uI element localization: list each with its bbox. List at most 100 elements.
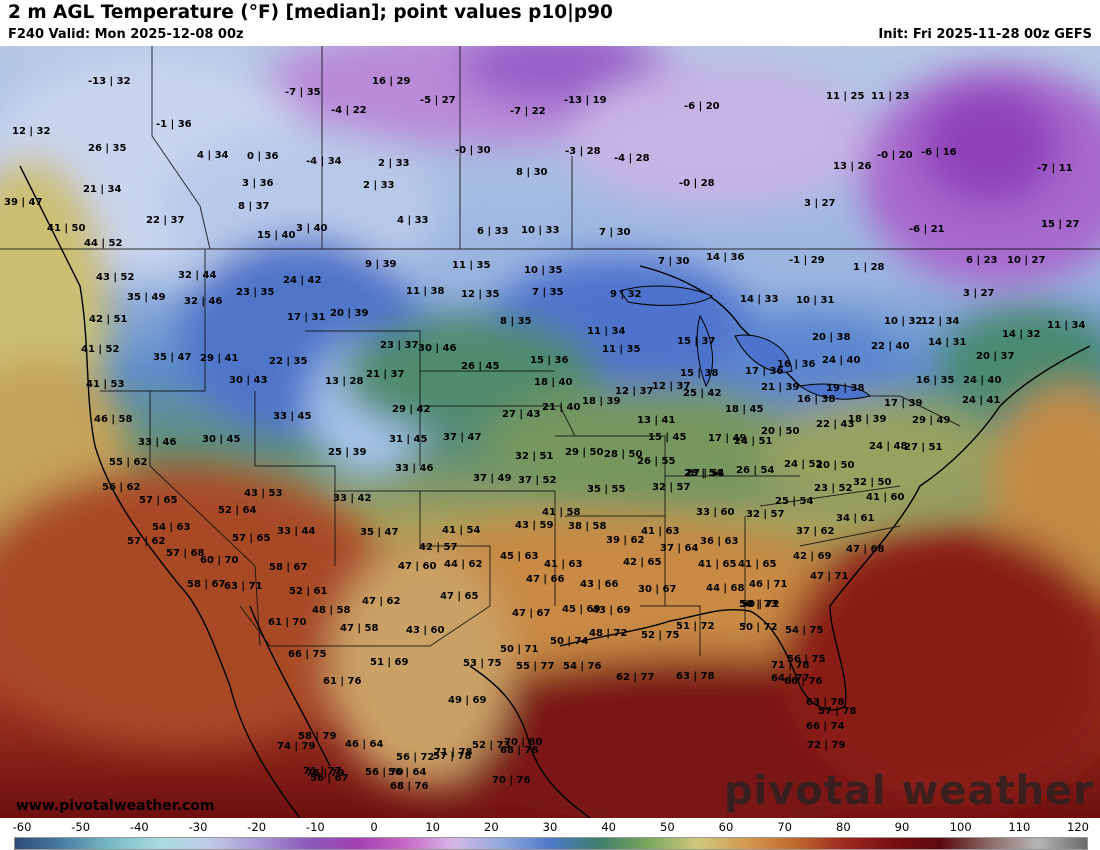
point-value-label: 44 | 52 xyxy=(84,238,123,249)
point-value-label: 41 | 52 xyxy=(81,344,120,355)
point-value-label: 16 | 35 xyxy=(916,375,955,386)
point-value-label: 22 | 40 xyxy=(871,341,910,352)
point-value-label: 54 | 76 xyxy=(563,661,602,672)
colorbar-ramp xyxy=(14,837,1088,850)
point-value-label: 15 | 38 xyxy=(680,368,719,379)
header: 2 m AGL Temperature (°F) [median]; point… xyxy=(0,0,1100,46)
point-value-label: 25 | 42 xyxy=(683,388,722,399)
point-value-label: 71 | 78 xyxy=(771,660,810,671)
point-value-label: 22 | 43 xyxy=(816,419,855,430)
point-value-label: -4 | 34 xyxy=(306,156,342,167)
point-value-label: 20 | 37 xyxy=(976,351,1015,362)
point-value-label: 37 | 64 xyxy=(660,543,699,554)
point-value-label: -6 | 21 xyxy=(909,224,945,235)
point-value-label: 23 | 37 xyxy=(380,340,419,351)
point-value-label: 22 | 37 xyxy=(146,215,185,226)
point-value-label: 23 | 35 xyxy=(236,287,275,298)
point-value-label: -3 | 28 xyxy=(565,146,601,157)
point-value-label: -5 | 27 xyxy=(420,95,456,106)
point-value-label: 39 | 62 xyxy=(606,535,645,546)
point-value-label: -4 | 28 xyxy=(614,153,650,164)
point-value-label: 41 | 53 xyxy=(86,379,125,390)
point-value-label: 21 | 34 xyxy=(83,184,122,195)
point-value-label: 61 | 76 xyxy=(323,676,362,687)
point-value-label: 7 | 35 xyxy=(532,287,564,298)
point-value-label: 14 | 33 xyxy=(740,294,779,305)
point-value-label: 50 | 73 xyxy=(739,599,778,610)
point-value-label: 32 | 44 xyxy=(178,270,217,281)
point-value-label: -1 | 36 xyxy=(156,119,192,130)
point-value-label: 18 | 45 xyxy=(725,404,764,415)
point-value-label: 8 | 37 xyxy=(238,201,270,212)
point-value-label: 24 | 52 xyxy=(784,459,823,470)
point-value-label: 33 | 46 xyxy=(138,437,177,448)
point-value-label: 26 | 45 xyxy=(461,361,500,372)
point-value-label: 32 | 51 xyxy=(515,451,554,462)
point-value-label: 26 | 35 xyxy=(88,143,127,154)
point-value-label: 52 | 64 xyxy=(218,505,257,516)
point-value-label: 71 | 77 xyxy=(303,766,342,777)
point-value-label: 3 | 36 xyxy=(242,178,274,189)
point-value-label: 61 | 70 xyxy=(268,617,307,628)
point-value-label: 41 | 54 xyxy=(442,525,481,536)
point-value-label: 20 | 38 xyxy=(812,332,851,343)
point-value-label: 33 | 42 xyxy=(333,493,372,504)
init-time: Init: Fri 2025-11-28 00z GEFS xyxy=(878,27,1092,42)
point-value-label: 9 | 32 xyxy=(610,289,642,300)
point-value-label: 20 | 39 xyxy=(330,308,369,319)
point-value-label: 10 | 33 xyxy=(521,225,560,236)
point-value-label: 4 | 34 xyxy=(197,150,229,161)
point-value-label: 35 | 47 xyxy=(360,527,399,538)
point-value-label: 30 | 46 xyxy=(418,343,457,354)
point-value-label: -6 | 20 xyxy=(684,101,720,112)
point-value-label: 17 | 39 xyxy=(884,398,923,409)
point-value-label: 52 | 73 xyxy=(472,740,511,751)
colorbar-tick-label: 10 xyxy=(425,820,440,834)
point-value-label: 46 | 58 xyxy=(94,414,133,425)
point-value-label: 38 | 58 xyxy=(568,521,607,532)
colorbar-tick-label: 70 xyxy=(777,820,792,834)
point-value-label: 11 | 23 xyxy=(871,91,910,102)
point-value-label: 54 | 63 xyxy=(152,522,191,533)
point-value-label: 4 | 33 xyxy=(397,215,429,226)
point-value-label: 60 | 70 xyxy=(200,555,239,566)
point-value-label: 24 | 48 xyxy=(869,441,908,452)
point-value-label: 2 | 33 xyxy=(378,158,410,169)
point-value-label: 45 | 63 xyxy=(500,551,539,562)
point-value-label: 3 | 27 xyxy=(963,288,995,299)
point-value-label: 8 | 30 xyxy=(516,167,548,178)
point-value-label: 11 | 35 xyxy=(602,344,641,355)
point-value-label: 17 | 49 xyxy=(708,433,747,444)
colorbar-tick-label: 60 xyxy=(718,820,734,834)
point-value-label: 15 | 37 xyxy=(677,336,716,347)
point-value-label: 32 | 57 xyxy=(746,509,785,520)
temperature-map[interactable]: -13 | 32 16 | 29 -7 | 35 -5 | 27 -13 | 19 -6 … xyxy=(0,46,1100,818)
point-value-label: 33 | 45 xyxy=(273,411,312,422)
point-value-label: 34 | 61 xyxy=(836,513,875,524)
point-value-label: 42 | 65 xyxy=(623,557,662,568)
point-value-label: 45 | 69 xyxy=(562,604,601,615)
point-value-label: 66 | 74 xyxy=(806,721,845,732)
point-value-label: 57 | 65 xyxy=(232,533,271,544)
point-value-label: 37 | 52 xyxy=(518,475,557,486)
point-value-label: 15 | 40 xyxy=(257,230,296,241)
point-value-label: 12 | 32 xyxy=(12,126,51,137)
point-value-label: 33 | 44 xyxy=(277,526,316,537)
point-value-label: 43 | 52 xyxy=(96,272,135,283)
colorbar-tick-label: -30 xyxy=(188,820,208,834)
point-value-label: 14 | 31 xyxy=(928,337,967,348)
point-value-label: 21 | 39 xyxy=(761,382,800,393)
point-value-label: 54 | 75 xyxy=(785,625,824,636)
point-value-label: 11 | 34 xyxy=(587,326,626,337)
point-value-label: 10 | 32 xyxy=(884,316,923,327)
point-value-label: 62 | 77 xyxy=(616,672,655,683)
point-value-label: 15 | 27 xyxy=(1041,219,1080,230)
colorbar-tick-label: -60 xyxy=(12,820,32,834)
point-value-label: 41 | 60 xyxy=(866,492,905,503)
point-value-label: 63 | 78 xyxy=(676,671,715,682)
point-value-label: 21 | 40 xyxy=(542,402,581,413)
point-value-label: 25 | 39 xyxy=(328,447,367,458)
map-canvas xyxy=(0,46,1100,818)
colorbar-tick-label: -20 xyxy=(247,820,267,834)
point-value-label: -0 | 28 xyxy=(679,178,715,189)
